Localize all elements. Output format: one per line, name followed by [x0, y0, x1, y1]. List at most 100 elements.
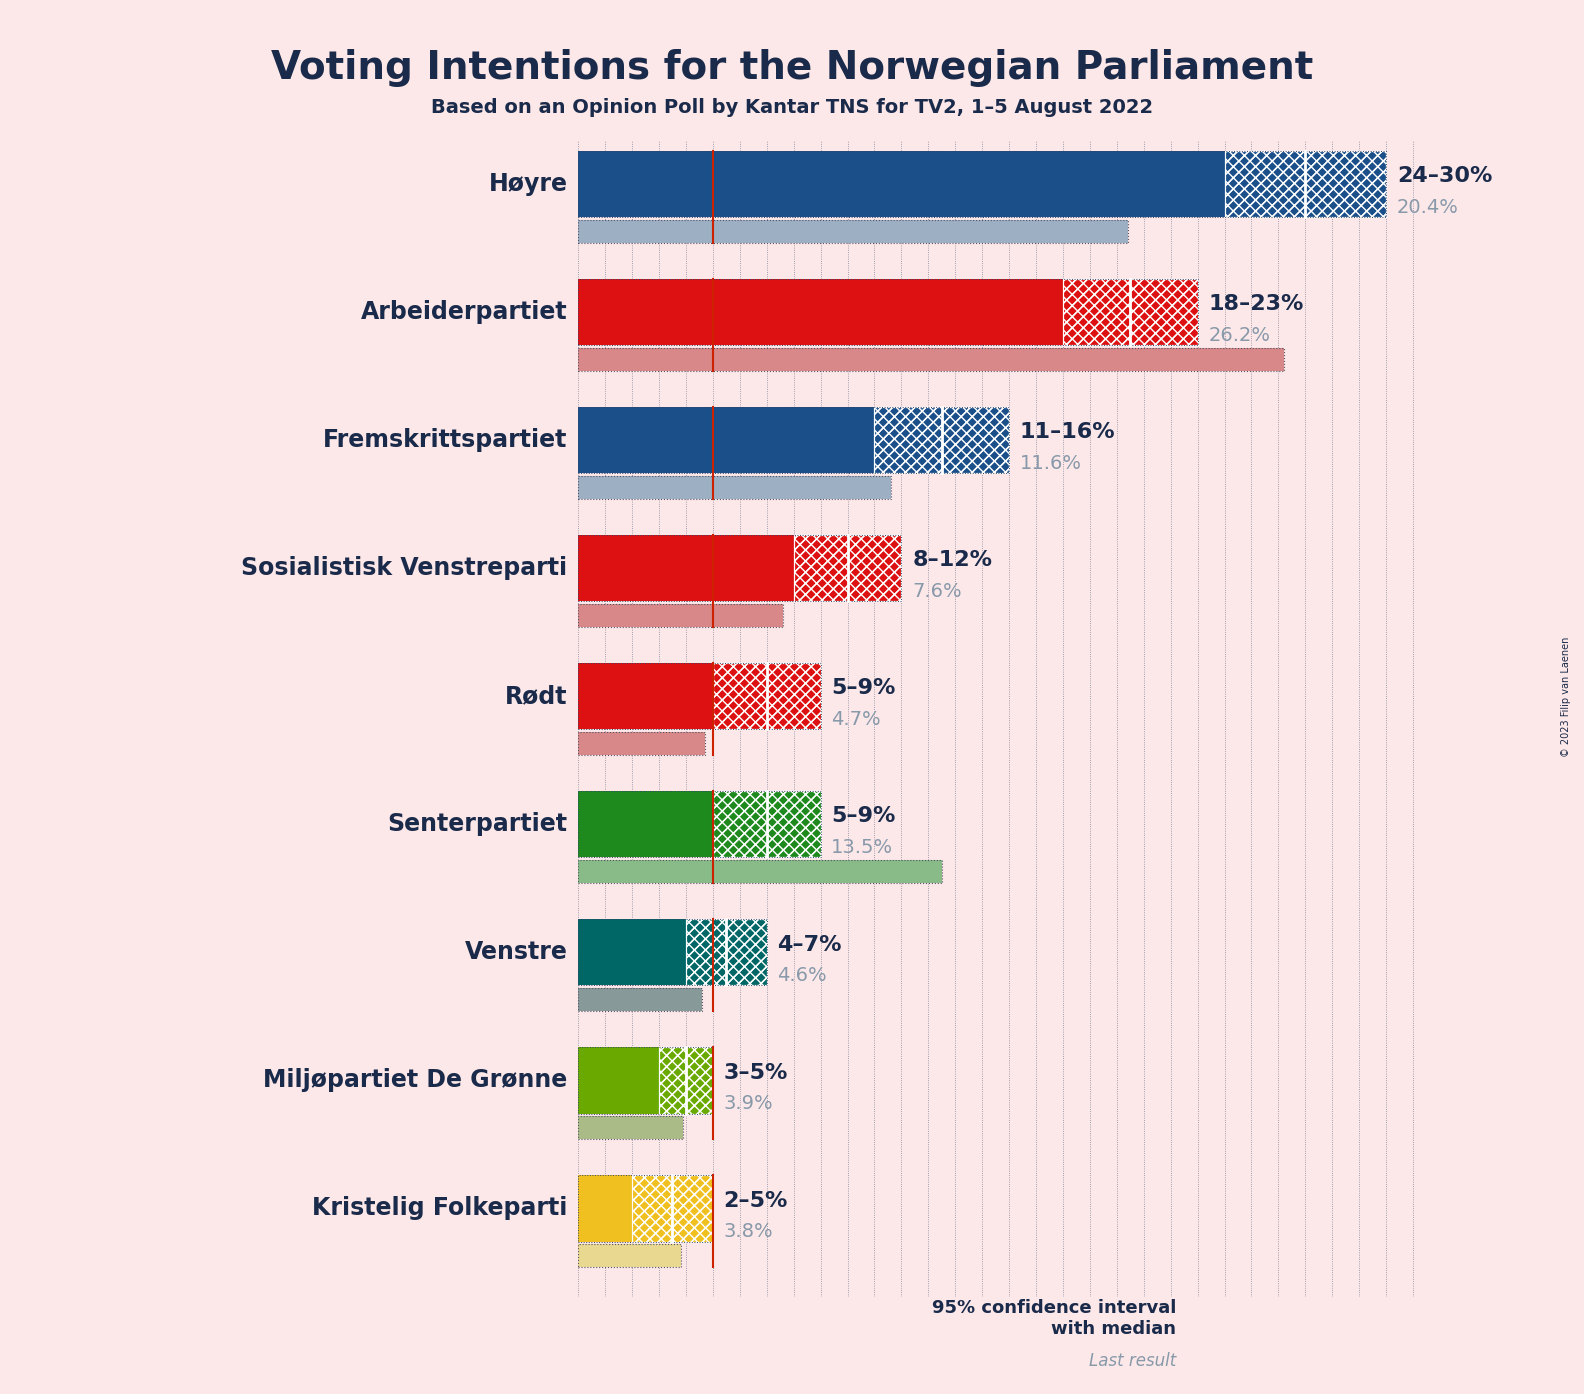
- Bar: [632, 1175, 713, 1242]
- Bar: [713, 790, 821, 857]
- Text: 11–16%: 11–16%: [1020, 422, 1115, 442]
- Text: 3.9%: 3.9%: [724, 1094, 773, 1112]
- Text: Venstre: Venstre: [464, 940, 567, 965]
- Bar: [578, 151, 1224, 217]
- Bar: [578, 1243, 681, 1267]
- Bar: [1224, 151, 1386, 217]
- Text: Voting Intentions for the Norwegian Parliament: Voting Intentions for the Norwegian Parl…: [271, 49, 1313, 86]
- Bar: [713, 664, 821, 729]
- Bar: [1185, 1352, 1251, 1370]
- Text: 4.7%: 4.7%: [832, 710, 881, 729]
- Bar: [578, 664, 821, 729]
- Text: 11.6%: 11.6%: [1020, 453, 1082, 473]
- Text: 26.2%: 26.2%: [1209, 326, 1270, 344]
- Bar: [578, 988, 702, 1011]
- Text: 5–9%: 5–9%: [832, 807, 895, 827]
- Text: Last result: Last result: [1088, 1352, 1175, 1370]
- Bar: [578, 860, 942, 882]
- Bar: [578, 407, 874, 474]
- Bar: [713, 790, 821, 857]
- Bar: [578, 348, 1283, 371]
- Bar: [578, 604, 782, 627]
- Bar: [578, 1117, 683, 1139]
- Bar: [578, 1243, 681, 1267]
- Text: 3.8%: 3.8%: [724, 1221, 773, 1241]
- Bar: [686, 919, 767, 986]
- Bar: [578, 1117, 683, 1139]
- Bar: [578, 1175, 713, 1242]
- Bar: [578, 732, 705, 756]
- Bar: [1224, 151, 1386, 217]
- Text: 3–5%: 3–5%: [724, 1062, 787, 1083]
- Bar: [1063, 279, 1198, 346]
- Bar: [1185, 1352, 1251, 1370]
- Bar: [1185, 1301, 1251, 1337]
- Bar: [686, 919, 767, 986]
- Bar: [1212, 1301, 1251, 1337]
- Text: 4–7%: 4–7%: [778, 934, 843, 955]
- Bar: [578, 220, 1128, 243]
- Bar: [1063, 279, 1198, 346]
- Text: © 2023 Filip van Laenen: © 2023 Filip van Laenen: [1562, 637, 1571, 757]
- Text: Sosialistisk Venstreparti: Sosialistisk Venstreparti: [241, 556, 567, 580]
- Bar: [659, 1047, 713, 1114]
- Bar: [874, 407, 1009, 474]
- Bar: [874, 407, 1009, 474]
- Text: 4.6%: 4.6%: [778, 966, 827, 984]
- Text: 20.4%: 20.4%: [1397, 198, 1459, 216]
- Bar: [713, 664, 821, 729]
- Bar: [578, 535, 901, 601]
- Bar: [578, 348, 1283, 371]
- Bar: [794, 535, 901, 601]
- Text: 24–30%: 24–30%: [1397, 166, 1492, 187]
- Bar: [659, 1047, 713, 1114]
- Bar: [1063, 279, 1198, 346]
- Bar: [578, 535, 794, 601]
- Text: Based on an Opinion Poll by Kantar TNS for TV2, 1–5 August 2022: Based on an Opinion Poll by Kantar TNS f…: [431, 98, 1153, 117]
- Bar: [578, 220, 1128, 243]
- Text: 95% confidence interval
with median: 95% confidence interval with median: [931, 1299, 1175, 1338]
- Bar: [1212, 1301, 1251, 1337]
- Text: Rødt: Rødt: [505, 684, 567, 708]
- Bar: [578, 1175, 632, 1242]
- Text: Kristelig Folkeparti: Kristelig Folkeparti: [312, 1196, 567, 1220]
- Bar: [1185, 1301, 1251, 1337]
- Bar: [578, 604, 782, 627]
- Bar: [578, 279, 1198, 346]
- Bar: [713, 790, 821, 857]
- Text: 13.5%: 13.5%: [832, 838, 893, 857]
- Bar: [578, 475, 890, 499]
- Bar: [874, 407, 1009, 474]
- Text: 18–23%: 18–23%: [1209, 294, 1304, 314]
- Text: Senterpartiet: Senterpartiet: [388, 813, 567, 836]
- Bar: [578, 988, 702, 1011]
- Bar: [578, 860, 942, 882]
- Text: Miljøpartiet De Grønne: Miljøpartiet De Grønne: [263, 1068, 567, 1093]
- Bar: [578, 1047, 659, 1114]
- Text: Fremskrittspartiet: Fremskrittspartiet: [323, 428, 567, 452]
- Bar: [578, 919, 767, 986]
- Bar: [794, 535, 901, 601]
- Text: 5–9%: 5–9%: [832, 679, 895, 698]
- Bar: [578, 790, 713, 857]
- Text: 2–5%: 2–5%: [724, 1190, 787, 1210]
- Bar: [578, 732, 705, 756]
- Bar: [632, 1175, 713, 1242]
- Bar: [578, 151, 1386, 217]
- Bar: [659, 1047, 713, 1114]
- Bar: [632, 1175, 713, 1242]
- Bar: [578, 919, 686, 986]
- Text: 7.6%: 7.6%: [912, 581, 961, 601]
- Bar: [578, 664, 713, 729]
- Bar: [794, 535, 901, 601]
- Bar: [578, 475, 890, 499]
- Bar: [713, 664, 821, 729]
- Text: Arbeiderpartiet: Arbeiderpartiet: [361, 300, 567, 323]
- Text: Høyre: Høyre: [488, 171, 567, 197]
- Bar: [578, 790, 821, 857]
- Bar: [686, 919, 767, 986]
- Text: 8–12%: 8–12%: [912, 551, 992, 570]
- Bar: [578, 407, 1009, 474]
- Bar: [578, 279, 1063, 346]
- Bar: [1224, 151, 1386, 217]
